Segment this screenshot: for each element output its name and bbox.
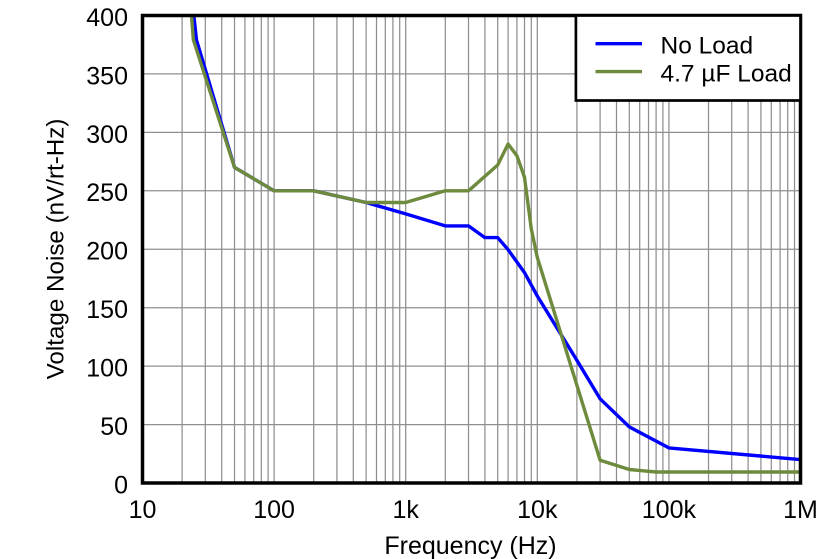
svg-text:1M: 1M [783,496,818,524]
svg-text:No Load: No Load [661,32,754,59]
svg-text:50: 50 [100,413,128,441]
svg-text:250: 250 [86,179,128,207]
svg-text:1k: 1k [392,496,419,524]
svg-text:200: 200 [86,238,128,266]
svg-text:0: 0 [114,471,128,499]
svg-text:100: 100 [253,496,295,524]
svg-text:350: 350 [86,62,128,90]
svg-text:400: 400 [86,4,128,32]
svg-text:150: 150 [86,296,128,324]
svg-text:4.7 µF Load: 4.7 µF Load [661,60,792,87]
svg-text:Frequency (Hz): Frequency (Hz) [384,532,556,559]
svg-text:10: 10 [129,496,157,524]
svg-text:300: 300 [86,121,128,149]
svg-text:Voltage Noise (nV/rt-Hz): Voltage Noise (nV/rt-Hz) [43,119,70,380]
svg-text:100k: 100k [642,496,697,524]
svg-text:100: 100 [86,355,128,383]
svg-text:10k: 10k [517,496,558,524]
